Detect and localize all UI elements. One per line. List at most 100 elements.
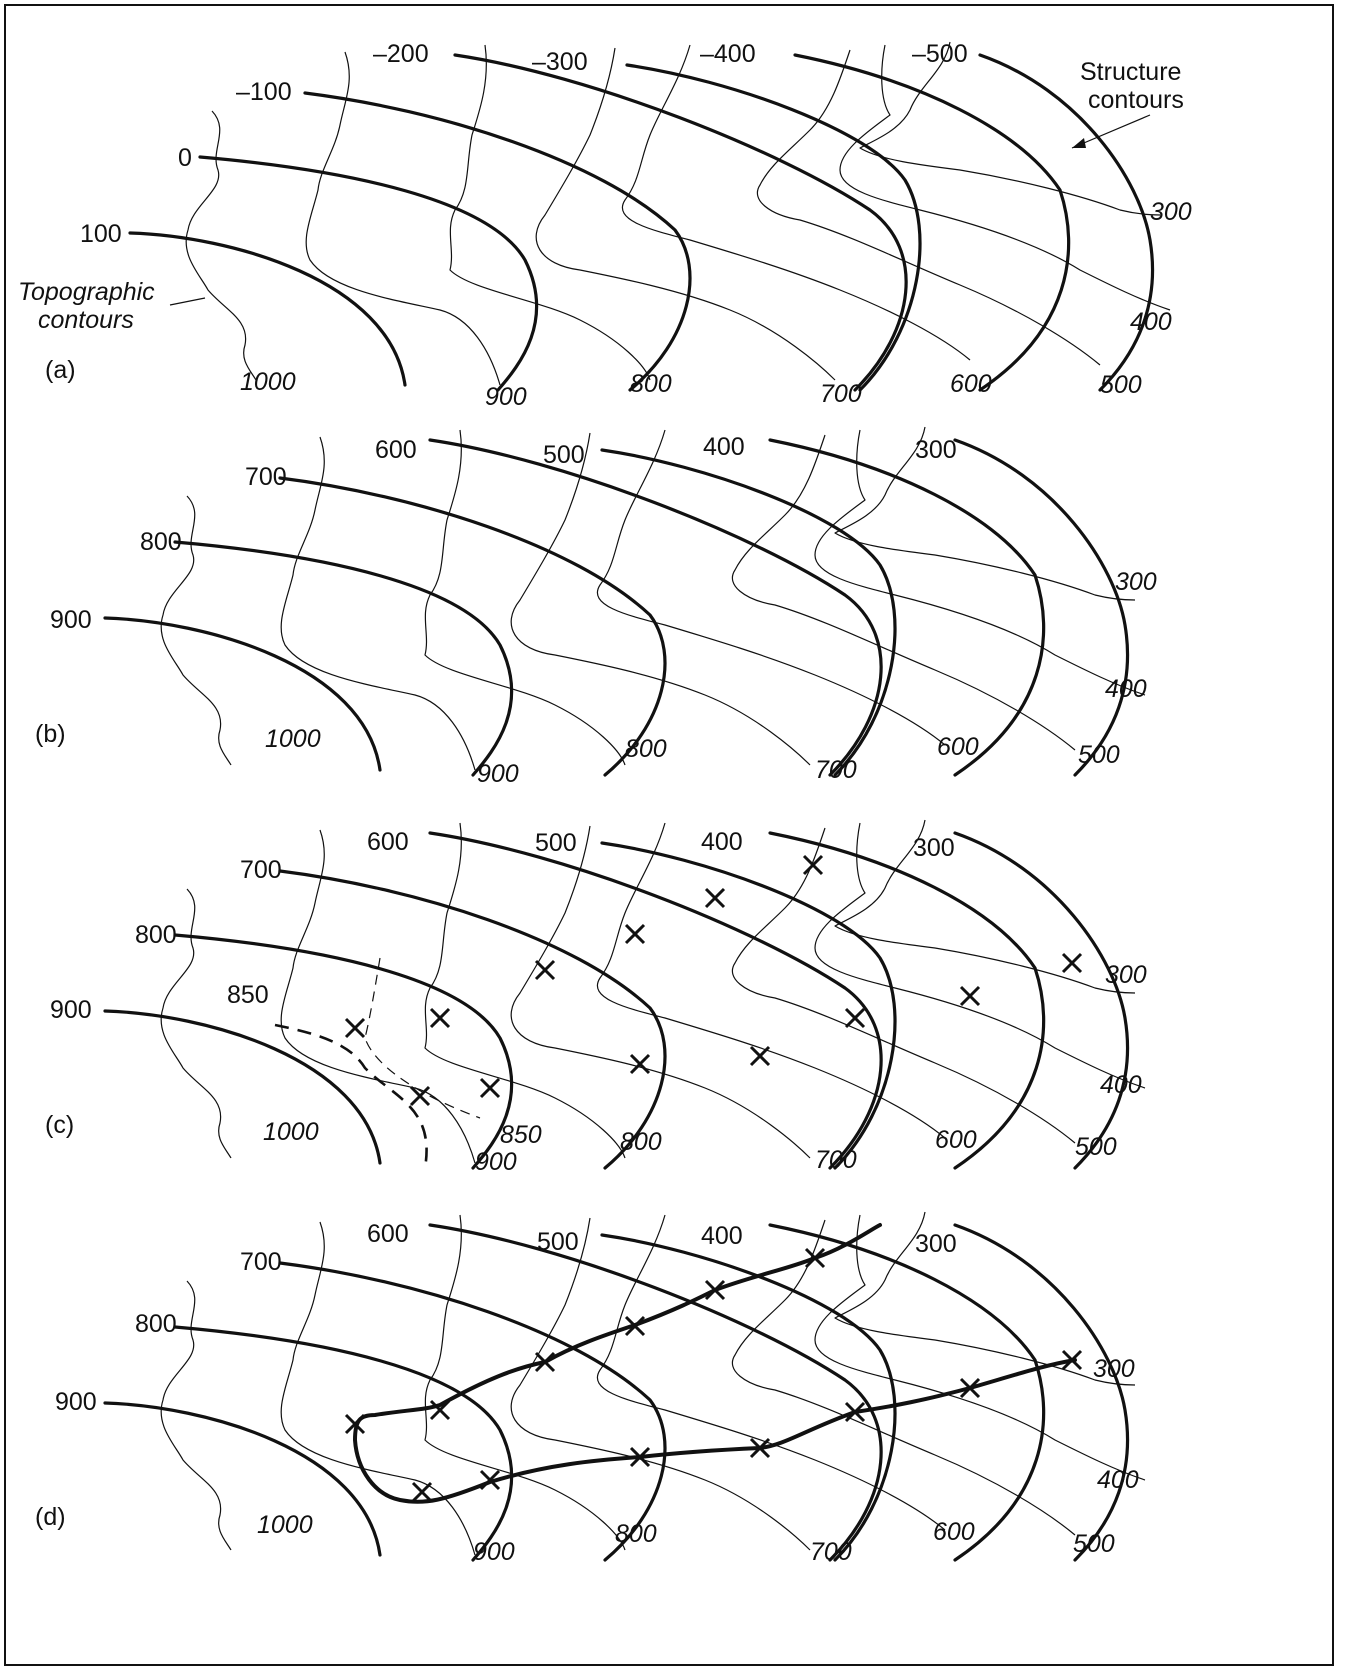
structure-label: –300: [532, 48, 588, 76]
structure-label: 0: [178, 144, 192, 172]
structure-label: 900: [50, 606, 92, 634]
topo-label: 400: [1130, 308, 1172, 336]
structure-label: 600: [367, 1220, 409, 1248]
topo-label: 500: [1078, 741, 1120, 769]
intersection-x-icon: [629, 1053, 651, 1075]
topo-label: 1000: [257, 1511, 313, 1539]
intersection-x-icon: [959, 985, 981, 1007]
structure-label: 700: [245, 463, 287, 491]
structure-label: 900: [55, 1388, 97, 1416]
structure-label: 400: [701, 1222, 743, 1250]
topo-label: 900: [477, 760, 519, 788]
panel-a: (a) 100 0 –100 –200 –300 –400 –500 1000 …: [18, 40, 1192, 411]
topo-label: 1000: [240, 368, 296, 396]
structure-label: 600: [367, 828, 409, 856]
intersection-x-icon: [534, 959, 556, 981]
intersection-x-icon: [844, 1401, 866, 1423]
structure-label: 700: [240, 856, 282, 884]
topo-label-850: 850: [500, 1121, 542, 1149]
topo-label: 600: [950, 370, 992, 398]
annotation-topo-line2: contours: [38, 306, 134, 334]
annotation-topo-line1: Topographic: [18, 278, 155, 306]
intersection-x-icon: [344, 1413, 366, 1435]
intersection-x-icon: [959, 1377, 981, 1399]
figure-frame: [4, 4, 1334, 1666]
structure-label: 300: [915, 436, 957, 464]
panel-label: (a): [45, 356, 76, 384]
panel-d: (d) 900 800 700 600 500 400 300 1000 900…: [35, 1211, 1146, 1566]
intersection-x-icon: [479, 1077, 501, 1099]
topo-label: 700: [815, 1146, 857, 1174]
intersection-x-icon: [429, 1007, 451, 1029]
panel-label: (c): [45, 1111, 74, 1139]
topo-label: 300: [1105, 961, 1147, 989]
intersection-x-icon: [804, 1247, 826, 1269]
intersection-x-icon: [844, 1007, 866, 1029]
topo-label: 500: [1073, 1530, 1115, 1558]
topo-label: 800: [630, 370, 672, 398]
intersection-x-icon: [411, 1481, 433, 1503]
structure-label: 500: [537, 1228, 579, 1256]
structure-label: 100: [80, 220, 122, 248]
topo-label: 400: [1097, 1466, 1139, 1494]
intersection-x-icon: [409, 1085, 431, 1107]
panel-c: (c) 900 800 700 600 500 400 300 850 1000…: [45, 819, 1147, 1176]
topo-label: 300: [1093, 1355, 1135, 1383]
topo-label: 400: [1100, 1071, 1142, 1099]
intersection-x-icon: [704, 887, 726, 909]
topo-label: 1000: [265, 725, 321, 753]
topo-label: 900: [473, 1538, 515, 1566]
structure-label: 400: [703, 433, 745, 461]
intersection-x-icon: [629, 1446, 651, 1468]
panel-label: (b): [35, 720, 66, 748]
structure-label: 900: [50, 996, 92, 1024]
structure-label: 800: [135, 1310, 177, 1338]
annotation-arrow: [169, 297, 206, 306]
intersection-x-icon: [479, 1469, 501, 1491]
topo-label: 1000: [263, 1118, 319, 1146]
structure-label: 800: [135, 921, 177, 949]
interpolated-topo-850: [364, 957, 481, 1119]
topo-label: 500: [1075, 1133, 1117, 1161]
intersection-marks: [344, 854, 1083, 1107]
structure-label: 500: [535, 829, 577, 857]
structure-label-850: 850: [227, 981, 269, 1009]
arrow-head-icon: [1072, 138, 1086, 148]
structure-label: 300: [915, 1230, 957, 1258]
intersection-x-icon: [624, 1315, 646, 1337]
topo-label: 800: [625, 735, 667, 763]
structure-label: 300: [913, 834, 955, 862]
structure-label: –500: [912, 40, 968, 68]
structure-label: 500: [543, 441, 585, 469]
panel-label: (d): [35, 1503, 66, 1531]
intersection-x-icon: [429, 1399, 451, 1421]
panel-b: (b) 900 800 700 600 500 400 300 1000 900…: [35, 426, 1157, 788]
structure-label: –100: [236, 78, 292, 106]
annotation-structure-line2: contours: [1088, 86, 1184, 114]
topo-label: 900: [485, 383, 527, 411]
topo-label: 700: [820, 380, 862, 408]
intersection-x-icon: [1061, 952, 1083, 974]
annotation-structure-line1: Structure: [1080, 58, 1181, 86]
intersection-marks: [344, 1247, 1083, 1503]
structure-label: –400: [700, 40, 756, 68]
intersection-x-icon: [749, 1437, 771, 1459]
outcrop-trace: [353, 1223, 1077, 1504]
intersection-x-icon: [704, 1279, 726, 1301]
intersection-x-icon: [749, 1045, 771, 1067]
topo-label: 800: [620, 1128, 662, 1156]
intersection-x-icon: [534, 1351, 556, 1373]
topo-label: 700: [810, 1538, 852, 1566]
topo-label: 800: [615, 1520, 657, 1548]
structure-label: 400: [701, 828, 743, 856]
intersection-x-icon: [624, 923, 646, 945]
annotation-arrow: [1071, 114, 1151, 149]
structure-label: 800: [140, 528, 182, 556]
intersection-x-icon: [1061, 1349, 1083, 1371]
topo-label: 700: [815, 756, 857, 784]
intersection-x-icon: [344, 1017, 366, 1039]
topo-label: 600: [937, 733, 979, 761]
topo-label: 600: [935, 1126, 977, 1154]
structure-label: –200: [373, 40, 429, 68]
